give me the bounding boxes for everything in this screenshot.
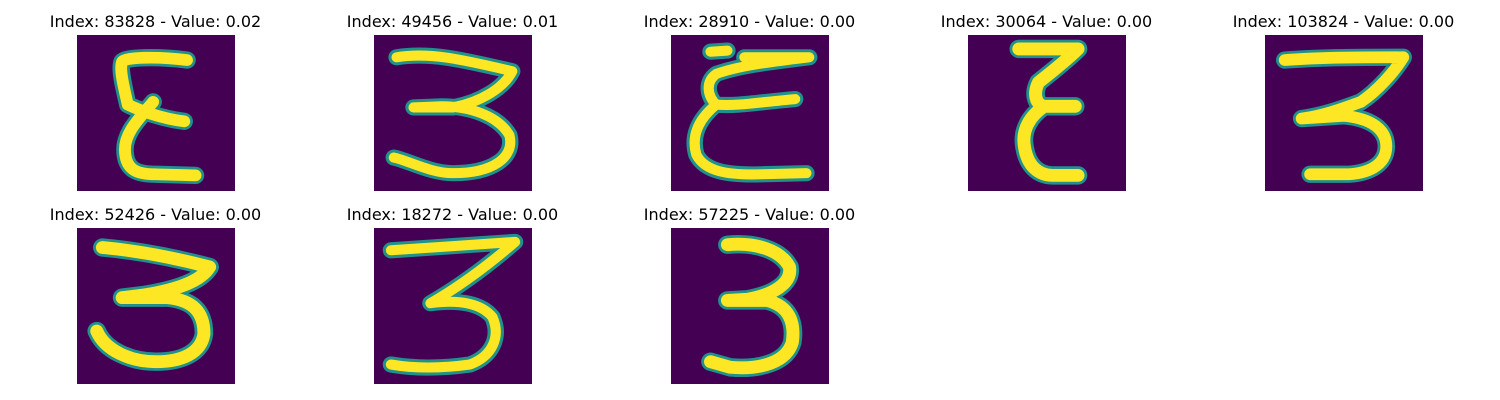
subplot-3: Index: 28910 - Value: 0.00 <box>601 0 898 191</box>
subplot-8: Index: 57225 - Value: 0.00 <box>601 193 898 384</box>
subplot-title: Index: 52426 - Value: 0.00 <box>49 205 262 224</box>
digit-image <box>671 35 829 191</box>
subplot-5: Index: 103824 - Value: 0.00 <box>1195 0 1492 191</box>
subplot-1: Index: 83828 - Value: 0.02 <box>7 0 304 191</box>
subplot-title: Index: 83828 - Value: 0.02 <box>49 12 262 31</box>
subplot-title: Index: 18272 - Value: 0.00 <box>346 205 559 224</box>
subplot-6: Index: 52426 - Value: 0.00 <box>7 193 304 384</box>
subplot-title: Index: 57225 - Value: 0.00 <box>643 205 856 224</box>
digit-image <box>1265 35 1423 191</box>
digit-image <box>77 35 235 191</box>
subplot-title: Index: 28910 - Value: 0.00 <box>643 12 856 31</box>
digit-image <box>671 228 829 384</box>
subplot-4: Index: 30064 - Value: 0.00 <box>898 0 1195 191</box>
digit-image <box>77 228 235 384</box>
subplot-title: Index: 49456 - Value: 0.01 <box>346 12 559 31</box>
subplot-7: Index: 18272 - Value: 0.00 <box>304 193 601 384</box>
digit-image <box>968 35 1126 191</box>
digit-image <box>374 35 532 191</box>
subplot-2: Index: 49456 - Value: 0.01 <box>304 0 601 191</box>
digit-image <box>374 228 532 384</box>
subplot-title: Index: 103824 - Value: 0.00 <box>1232 12 1455 31</box>
subplot-title: Index: 30064 - Value: 0.00 <box>940 12 1153 31</box>
